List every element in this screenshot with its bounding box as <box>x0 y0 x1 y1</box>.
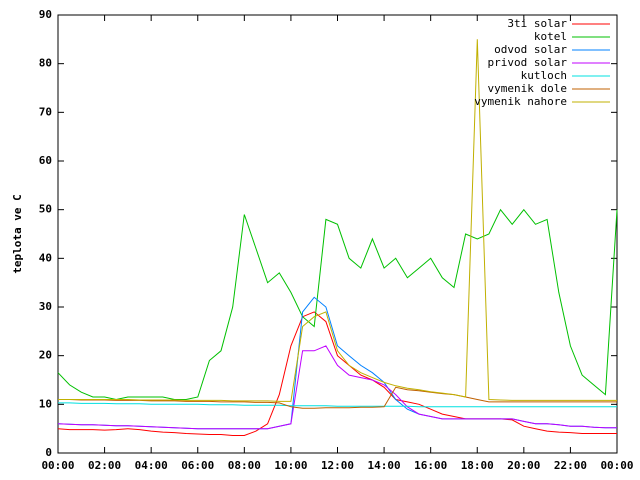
y-tick-label: 70 <box>39 105 52 118</box>
series-line <box>58 386 617 409</box>
y-tick-label: 40 <box>39 251 52 264</box>
y-axis-label: teplota ve C <box>11 194 24 273</box>
x-tick-label: 18:00 <box>461 459 494 472</box>
series-line <box>58 402 617 408</box>
y-tick-label: 0 <box>45 446 52 459</box>
series-line <box>57 208 618 401</box>
series-line <box>58 39 617 402</box>
y-tick-label: 60 <box>39 154 52 167</box>
legend-label: vymenik dole <box>488 82 567 95</box>
legend-label: vymenik nahore <box>474 95 567 108</box>
legend-label: kutloch <box>521 69 567 82</box>
series-line <box>57 296 617 430</box>
x-tick-label: 08:00 <box>228 459 261 472</box>
x-tick-label: 00:00 <box>41 459 74 472</box>
y-tick-label: 20 <box>39 349 52 362</box>
legend-label: odvod solar <box>494 43 567 56</box>
y-tick-label: 80 <box>39 57 52 70</box>
x-tick-label: 14:00 <box>368 459 401 472</box>
x-tick-label: 12:00 <box>321 459 354 472</box>
y-tick-label: 50 <box>39 203 52 216</box>
x-tick-label: 04:00 <box>135 459 168 472</box>
x-tick-label: 02:00 <box>88 459 121 472</box>
series-line <box>57 311 617 436</box>
x-tick-label: 22:00 <box>554 459 587 472</box>
legend-label: 3ti solar <box>507 17 567 30</box>
legend-label: kotel <box>534 30 567 43</box>
x-tick-label: 00:00 <box>600 459 633 472</box>
y-tick-label: 30 <box>39 300 52 313</box>
x-tick-label: 06:00 <box>181 459 214 472</box>
y-tick-label: 90 <box>39 8 52 21</box>
x-tick-label: 16:00 <box>414 459 447 472</box>
x-tick-label: 10:00 <box>274 459 307 472</box>
series-line <box>57 345 617 430</box>
x-tick-label: 20:00 <box>507 459 540 472</box>
y-tick-label: 10 <box>39 397 52 410</box>
legend-label: privod solar <box>488 56 568 69</box>
